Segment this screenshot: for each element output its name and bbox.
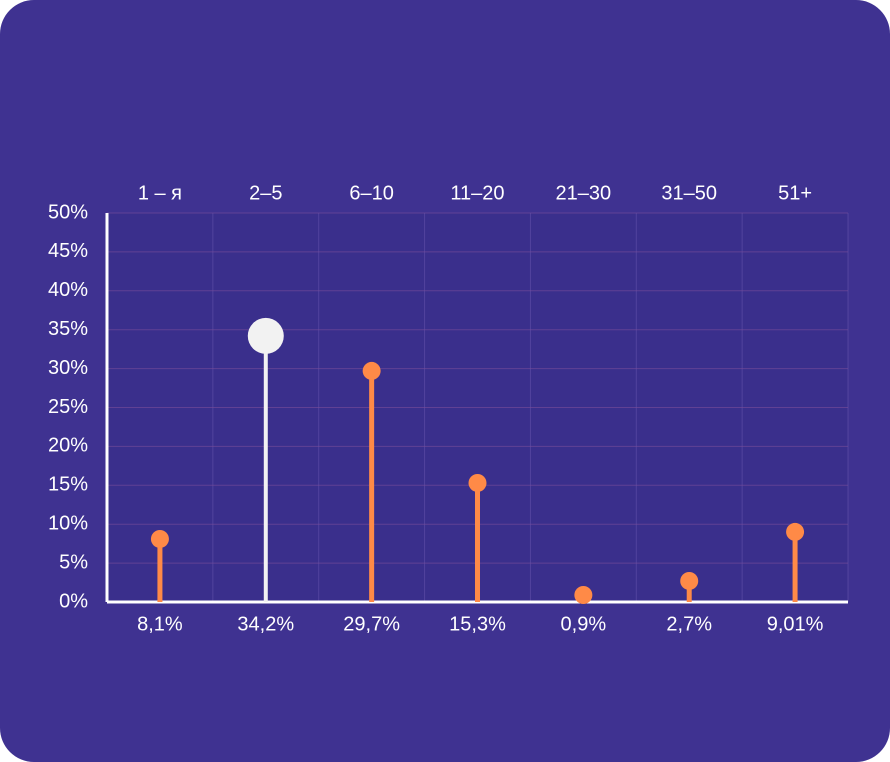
y-tick-label: 25% [48, 396, 88, 418]
value-label: 2,7% [666, 613, 712, 635]
y-tick-label: 20% [48, 435, 88, 457]
value-label: 29,7% [343, 613, 400, 635]
lollipop-head [574, 585, 593, 604]
y-tick-label: 15% [48, 474, 88, 496]
y-tick-label: 10% [48, 512, 88, 534]
y-tick-label: 0% [59, 590, 88, 612]
y-tick-label: 45% [48, 240, 88, 262]
category-label: 31–50 [661, 182, 717, 204]
value-label: 34,2% [237, 613, 294, 635]
lollipop-head [786, 522, 805, 541]
y-tick-label: 30% [48, 357, 88, 379]
y-tick-label: 35% [48, 318, 88, 340]
category-label: 51+ [778, 182, 812, 204]
value-label: 0,9% [561, 613, 607, 635]
category-label: 6–10 [349, 182, 394, 204]
category-label: 11–20 [450, 182, 504, 204]
y-tick-label: 5% [59, 551, 88, 573]
lollipop-head [150, 529, 169, 548]
value-label: 9,01% [767, 613, 824, 635]
value-label: 8,1% [137, 613, 183, 635]
value-label: 15,3% [449, 613, 506, 635]
category-label: 1 – я [138, 182, 182, 204]
category-label: 21–30 [556, 182, 612, 204]
lollipop-head [247, 317, 284, 354]
lollipop-head [680, 571, 699, 590]
lollipop-head [468, 473, 487, 492]
y-tick-label: 40% [48, 279, 88, 301]
lollipop-head [362, 361, 381, 380]
y-tick-label: 50% [48, 201, 88, 223]
category-label: 2–5 [249, 182, 282, 204]
